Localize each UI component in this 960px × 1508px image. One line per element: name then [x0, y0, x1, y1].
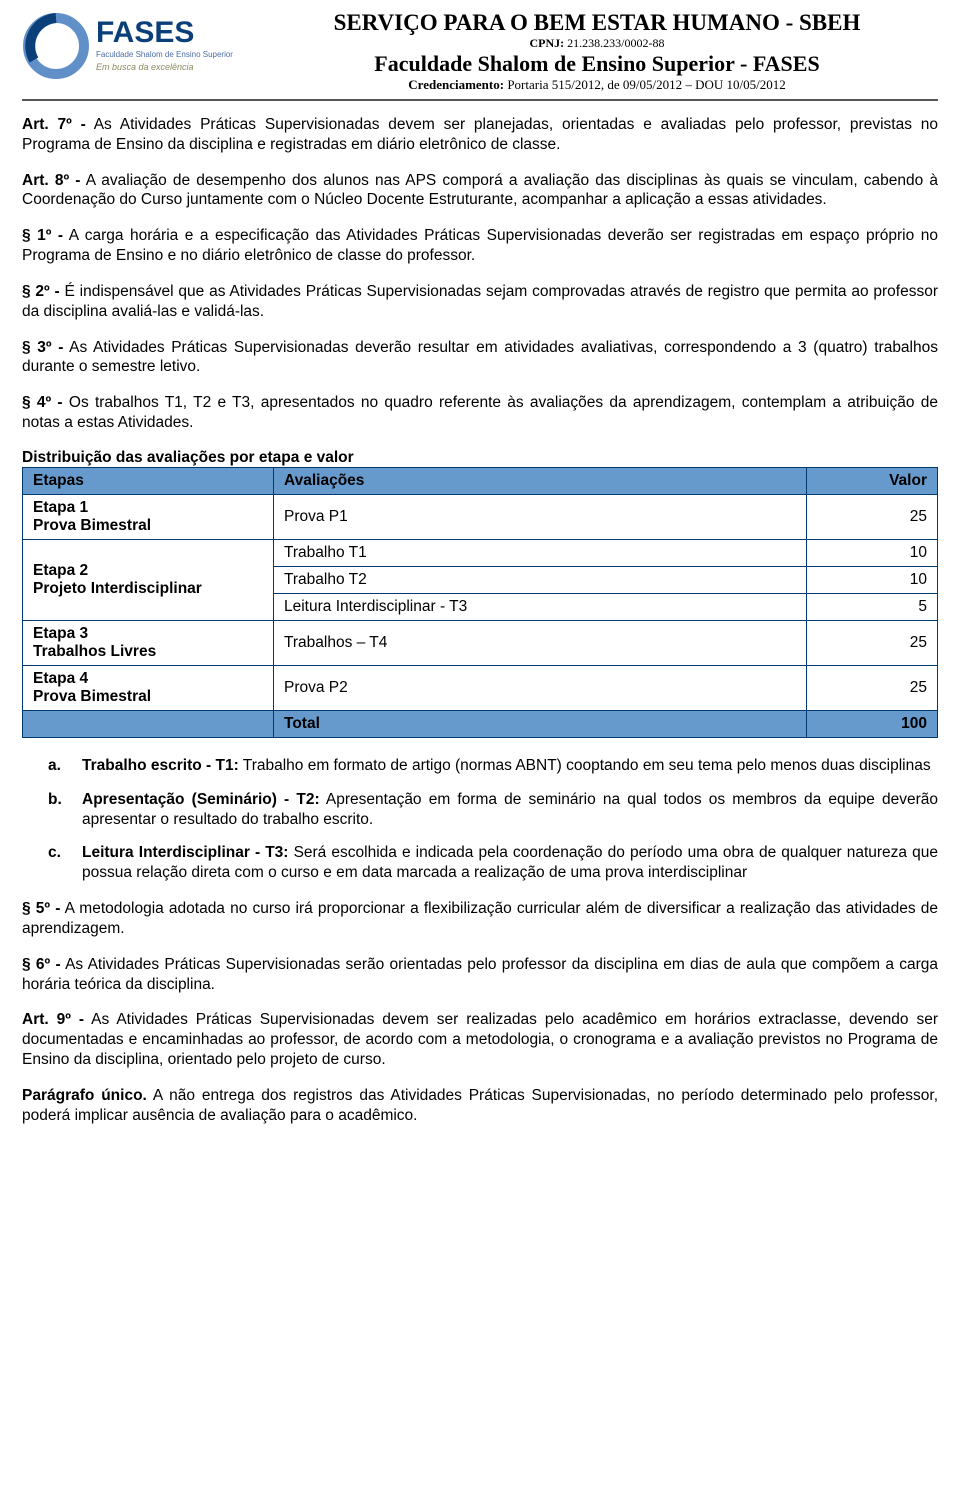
- svg-text:Faculdade Shalom de Ensino Sup: Faculdade Shalom de Ensino Superior: [96, 50, 233, 59]
- p1-text: A carga horária e a especificação das At…: [22, 227, 938, 264]
- art-8: Art. 8º - A avaliação de desempenho dos …: [22, 171, 938, 211]
- aval-cell: Trabalho T2: [274, 566, 807, 593]
- cnpj-line: CPNJ: 21.238.233/0002-88: [256, 36, 938, 51]
- p5-lead: § 5º -: [22, 900, 60, 917]
- paragraph-1: § 1º - A carga horária e a especificação…: [22, 226, 938, 266]
- p2-lead: § 2º -: [22, 283, 60, 300]
- p4-text: Os trabalhos T1, T2 e T3, apresentados n…: [22, 394, 938, 431]
- paragraph-5: § 5º - A metodologia adotada no curso ir…: [22, 899, 938, 939]
- evaluation-table: Etapas Avaliações Valor Etapa 1 Prova Bi…: [22, 467, 938, 738]
- list-item: a. Trabalho escrito - T1: Trabalho em fo…: [82, 756, 938, 776]
- aval-cell: Trabalho T1: [274, 539, 807, 566]
- letter-c-title: Leitura Interdisciplinar - T3:: [82, 844, 288, 861]
- letter-b-title: Apresentação (Seminário) - T2:: [82, 791, 320, 808]
- cnpj-value: 21.238.233/0002-88: [567, 36, 664, 50]
- par-unico-text: A não entrega dos registros das Atividad…: [22, 1087, 938, 1124]
- par-unico-lead: Parágrafo único.: [22, 1087, 147, 1104]
- aval-cell: Trabalhos – T4: [274, 620, 807, 665]
- p6-text: As Atividades Práticas Supervisionadas s…: [22, 956, 938, 993]
- fases-logo: FASES Faculdade Shalom de Ensino Superio…: [22, 10, 242, 88]
- table-title: Distribuição das avaliações por etapa e …: [22, 449, 938, 467]
- letter-a-mark: a.: [48, 756, 61, 776]
- valor-cell: 25: [807, 494, 938, 539]
- paragraph-6: § 6º - As Atividades Práticas Supervisio…: [22, 955, 938, 995]
- letter-a-text: Trabalho em formato de artigo (normas AB…: [243, 757, 931, 774]
- table-total-row: Total 100: [23, 710, 938, 737]
- list-item: b. Apresentação (Seminário) - T2: Aprese…: [82, 790, 938, 830]
- paragraph-4: § 4º - Os trabalhos T1, T2 e T3, apresen…: [22, 393, 938, 433]
- aval-cell: Prova P2: [274, 665, 807, 710]
- valor-cell: 10: [807, 539, 938, 566]
- col-etapas: Etapas: [23, 467, 274, 494]
- letter-a-title: Trabalho escrito - T1:: [82, 757, 239, 774]
- cnpj-label: CPNJ:: [529, 36, 564, 50]
- p4-lead: § 4º -: [22, 394, 63, 411]
- etapa-cell: Etapa 1 Prova Bimestral: [23, 494, 274, 539]
- col-valor: Valor: [807, 467, 938, 494]
- col-avaliacoes: Avaliações: [274, 467, 807, 494]
- p3-lead: § 3º -: [22, 339, 63, 356]
- total-value: 100: [807, 710, 938, 737]
- list-item: c. Leitura Interdisciplinar - T3: Será e…: [82, 843, 938, 883]
- total-label: Total: [274, 710, 807, 737]
- table-header-row: Etapas Avaliações Valor: [23, 467, 938, 494]
- svg-text:Em busca da excelência: Em busca da excelência: [96, 62, 194, 72]
- table-row: Etapa 3 Trabalhos Livres Trabalhos – T4 …: [23, 620, 938, 665]
- accreditation-line: Credenciamento: Portaria 515/2012, de 09…: [256, 77, 938, 93]
- p2-text: É indispensável que as Atividades Prátic…: [22, 283, 938, 320]
- etapa-cell: Etapa 2 Projeto Interdisciplinar: [23, 539, 274, 620]
- paragraph-3: § 3º - As Atividades Práticas Supervisio…: [22, 338, 938, 378]
- valor-cell: 25: [807, 620, 938, 665]
- accreditation-value: Portaria 515/2012, de 09/05/2012 – DOU 1…: [507, 77, 785, 92]
- etapa-cell: Etapa 4 Prova Bimestral: [23, 665, 274, 710]
- etapa-cell: Etapa 3 Trabalhos Livres: [23, 620, 274, 665]
- accreditation-label: Credenciamento:: [408, 77, 504, 92]
- art-9-text: As Atividades Práticas Supervisionadas d…: [22, 1011, 938, 1068]
- faculty-name: Faculdade Shalom de Ensino Superior - FA…: [256, 51, 938, 77]
- art-7-lead: Art. 7º -: [22, 116, 86, 133]
- org-name: SERVIÇO PARA O BEM ESTAR HUMANO - SBEH: [256, 10, 938, 36]
- aval-cell: Prova P1: [274, 494, 807, 539]
- p3-text: As Atividades Práticas Supervisionadas d…: [22, 339, 938, 376]
- p1-lead: § 1º -: [22, 227, 63, 244]
- art-9: Art. 9º - As Atividades Práticas Supervi…: [22, 1010, 938, 1069]
- aval-cell: Leitura Interdisciplinar - T3: [274, 593, 807, 620]
- svg-text:FASES: FASES: [96, 16, 194, 49]
- valor-cell: 5: [807, 593, 938, 620]
- table-row: Etapa 1 Prova Bimestral Prova P1 25: [23, 494, 938, 539]
- letterhead-text: SERVIÇO PARA O BEM ESTAR HUMANO - SBEH C…: [256, 10, 938, 93]
- valor-cell: 25: [807, 665, 938, 710]
- letterhead: FASES Faculdade Shalom de Ensino Superio…: [22, 10, 938, 101]
- lettered-list: a. Trabalho escrito - T1: Trabalho em fo…: [22, 756, 938, 883]
- art-8-lead: Art. 8º -: [22, 172, 80, 189]
- art-9-lead: Art. 9º -: [22, 1011, 84, 1028]
- p5-text: A metodologia adotada no curso irá propo…: [22, 900, 938, 937]
- letter-b-mark: b.: [48, 790, 62, 810]
- paragrafo-unico: Parágrafo único. A não entrega dos regis…: [22, 1086, 938, 1126]
- letter-c-mark: c.: [48, 843, 61, 863]
- document-page: FASES Faculdade Shalom de Ensino Superio…: [0, 0, 960, 1172]
- art-7-text: As Atividades Práticas Supervisionadas d…: [22, 116, 938, 153]
- table-row: Etapa 4 Prova Bimestral Prova P2 25: [23, 665, 938, 710]
- table-row: Etapa 2 Projeto Interdisciplinar Trabalh…: [23, 539, 938, 566]
- art-8-text: A avaliação de desempenho dos alunos nas…: [22, 172, 938, 209]
- art-7: Art. 7º - As Atividades Práticas Supervi…: [22, 115, 938, 155]
- valor-cell: 10: [807, 566, 938, 593]
- paragraph-2: § 2º - É indispensável que as Atividades…: [22, 282, 938, 322]
- total-empty: [23, 710, 274, 737]
- p6-lead: § 6º -: [22, 956, 61, 973]
